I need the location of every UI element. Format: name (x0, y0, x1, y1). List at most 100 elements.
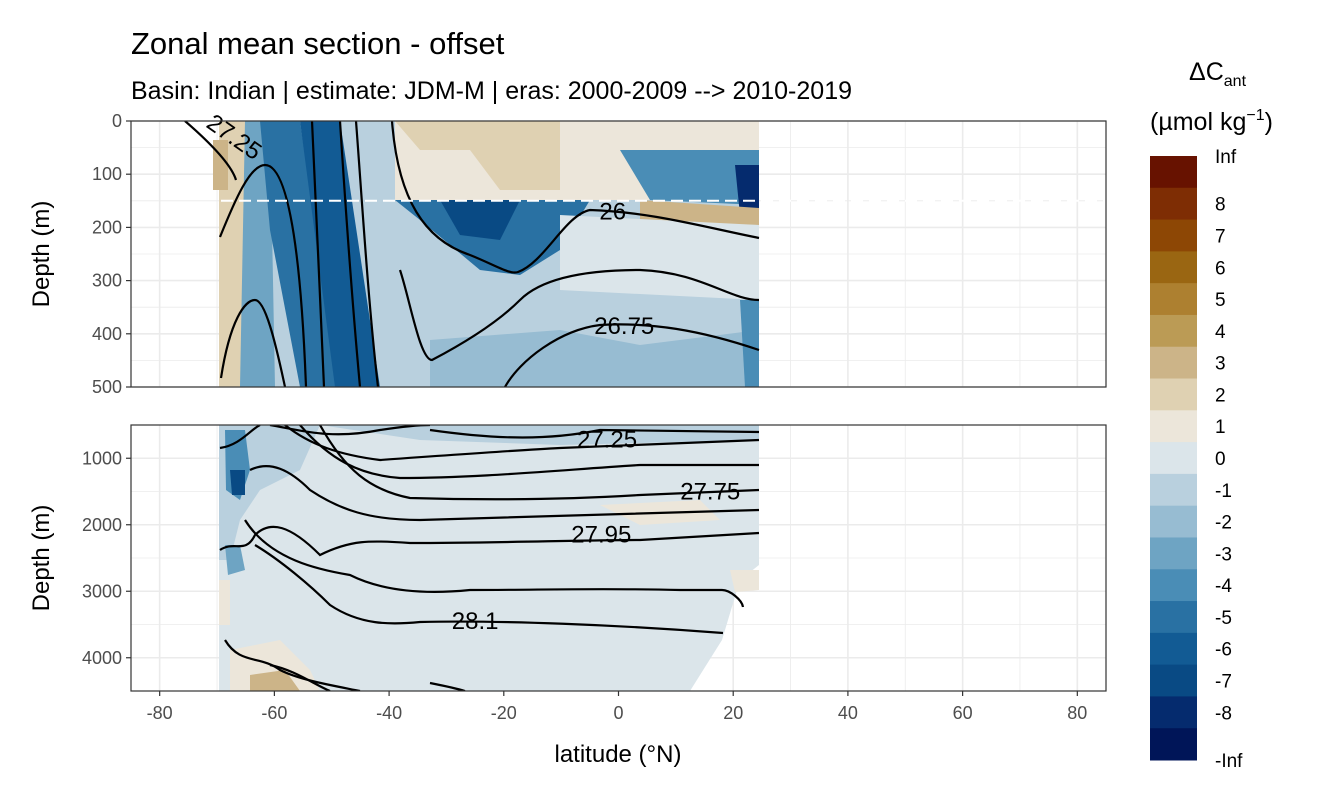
colorbar-swatch (1150, 410, 1197, 443)
colorbar-swatch (1150, 537, 1197, 570)
lower-y-axis: 1000 2000 3000 4000 (82, 448, 131, 668)
field-patch (219, 580, 230, 625)
colorbar-label: 1 (1215, 417, 1226, 438)
isopycnal-line (354, 121, 380, 387)
colorbar: Inf 8 7 6 5 4 3 2 1 0 -1 -2 -3 -4 -5 -6 -7 -8 -Inf (1150, 147, 1243, 772)
isopycnal-line (504, 323, 760, 387)
x-tick-label: 40 (838, 703, 858, 723)
field-patch (430, 330, 759, 387)
field-patch (300, 121, 380, 387)
legend-units-superscript: −1 (1246, 107, 1264, 124)
isopycnal-line (269, 425, 431, 436)
colorbar-swatch (1150, 664, 1197, 697)
legend-units-close: ) (1265, 108, 1273, 136)
field-patch (440, 200, 520, 240)
field-patch (260, 121, 345, 387)
x-tick-label: 60 (953, 703, 973, 723)
colorbar-swatch (1150, 442, 1197, 475)
legend-title-subscript: ant (1224, 73, 1247, 90)
colorbar-label: 5 (1215, 290, 1226, 311)
y-tick-label: 200 (92, 217, 122, 237)
y-tick-label: 300 (92, 271, 122, 291)
colorbar-label: -1 (1215, 481, 1232, 502)
colorbar-label: 3 (1215, 354, 1226, 375)
x-tick-label: 0 (613, 703, 623, 723)
legend-units-main: (µmol kg (1150, 108, 1246, 136)
isopycnal-label: 27.95 (571, 522, 631, 549)
colorbar-label: -6 (1215, 640, 1232, 661)
isopycnal-line (219, 425, 261, 450)
colorbar-swatch (1150, 696, 1197, 729)
isopycnal-line (219, 525, 760, 557)
lower-isopycnal-labels: 27.25 27.75 27.95 28.1 (452, 427, 741, 636)
colorbar-label: -2 (1215, 513, 1232, 534)
field-patch (620, 150, 759, 205)
isopycnal-line (269, 663, 331, 691)
colorbar-label: -4 (1215, 576, 1232, 597)
colorbar-legend: ΔCant (µmol kg−1) Inf 8 7 6 5 4 3 2 1 0 -1 -2 -3 -4 -5… (1150, 58, 1273, 772)
colorbar-swatch (1150, 283, 1197, 316)
legend-units: (µmol kg−1) (1150, 107, 1273, 136)
y-tick-label: 500 (92, 377, 122, 397)
colorbar-label: -3 (1215, 544, 1232, 565)
colorbar-label: -5 (1215, 608, 1232, 629)
y-tick-label: 0 (112, 111, 122, 131)
upper-y-axis: 0 100 200 300 400 500 (92, 111, 131, 397)
isopycnal-line (390, 121, 760, 274)
isopycnal-line (398, 268, 760, 362)
field-patch (230, 470, 245, 495)
lower-isopycnals (219, 425, 760, 691)
colorbar-swatch (1150, 728, 1197, 761)
isopycnal-line (429, 428, 760, 439)
colorbar-label: 6 (1215, 258, 1226, 279)
isopycnal-line (218, 163, 308, 387)
y-tick-label: 100 (92, 164, 122, 184)
colorbar-swatch (1150, 346, 1197, 380)
field-patch (730, 570, 759, 592)
colorbar-label: -Inf (1215, 751, 1243, 772)
isopycnal-label: 27.75 (680, 479, 740, 506)
lower-panel-field (219, 425, 759, 691)
colorbar-label: -7 (1215, 672, 1232, 693)
isopycnal-line (224, 639, 361, 691)
isopycnal-label: 27.25 (577, 427, 637, 454)
isopycnal-line (338, 121, 362, 387)
legend-title-main: ΔC (1189, 58, 1224, 86)
colorbar-label: 0 (1215, 449, 1226, 470)
colorbar-swatch (1150, 314, 1197, 348)
x-tick-label: -80 (147, 703, 173, 723)
isopycnal-line (299, 425, 759, 480)
legend-title: ΔCant (1189, 58, 1247, 90)
field-patch (225, 545, 245, 575)
isopycnal-line (219, 298, 287, 387)
x-axis-title: latitude (°N) (555, 741, 682, 768)
colorbar-swatch (1150, 473, 1197, 507)
colorbar-label: -8 (1215, 703, 1232, 724)
colorbar-swatch (1150, 251, 1197, 284)
y-tick-label: 2000 (82, 515, 122, 535)
x-tick-label: 80 (1067, 703, 1087, 723)
colorbar-label: 2 (1215, 385, 1226, 406)
upper-y-axis-title: Depth (m) (28, 201, 55, 308)
field-patch (560, 215, 759, 300)
lower-y-axis-title: Depth (m) (28, 505, 55, 612)
colorbar-swatch (1150, 569, 1197, 602)
colorbar-swatch (1150, 601, 1197, 634)
field-patch (250, 670, 300, 691)
isopycnal-line (319, 425, 760, 501)
colorbar-label: 7 (1215, 226, 1226, 247)
x-tick-label: -60 (261, 703, 287, 723)
isopycnal-line (249, 465, 760, 522)
y-tick-label: 4000 (82, 648, 122, 668)
isopycnal-line (310, 121, 326, 387)
field-patch (740, 300, 759, 387)
field-base (219, 425, 759, 691)
field-patch (395, 121, 560, 190)
colorbar-swatch (1150, 156, 1197, 189)
y-tick-label: 1000 (82, 448, 122, 468)
isopycnal-label: 26 (599, 198, 626, 225)
x-tick-label: -40 (376, 703, 402, 723)
isopycnal-line (429, 681, 466, 691)
